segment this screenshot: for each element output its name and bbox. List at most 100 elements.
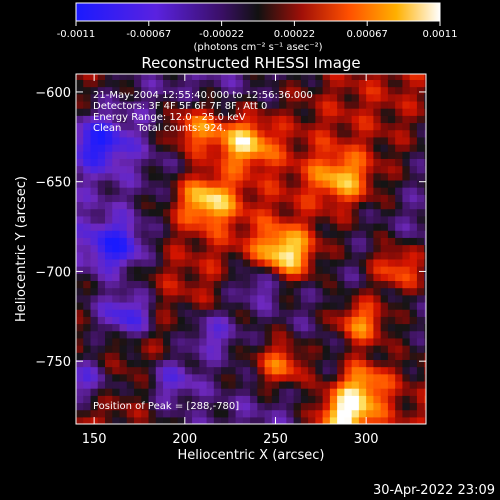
heatmap-cell (134, 151, 142, 159)
heatmap-cell (228, 345, 237, 353)
heatmap-cell (373, 201, 382, 210)
heatmap-cell (141, 158, 150, 167)
heatmap-cell (221, 230, 229, 238)
heatmap-cell (344, 93, 353, 102)
heatmap-cell (409, 380, 418, 389)
heatmap-cell (228, 165, 237, 174)
heatmap-cell (184, 251, 193, 260)
heatmap-cell (416, 158, 425, 167)
heatmap-cell (337, 258, 345, 267)
heatmap-cell (206, 251, 215, 260)
heatmap-cell (308, 287, 316, 296)
heatmap-cell (141, 323, 150, 332)
heatmap-cell (395, 172, 404, 181)
heatmap-cell (387, 187, 396, 195)
heatmap-cell (409, 93, 418, 102)
heatmap-cell (199, 144, 208, 152)
heatmap-cell (170, 266, 179, 274)
heatmap-cell (126, 201, 135, 210)
heatmap-cell (105, 144, 113, 152)
heatmap-cell (192, 416, 200, 424)
heatmap-cell (286, 100, 295, 109)
heatmap-cell (83, 201, 92, 210)
heatmap-cell (271, 323, 280, 332)
heatmap-cell (228, 337, 237, 346)
heatmap-cell (199, 316, 208, 325)
heatmap-cell (235, 230, 244, 238)
heatmap-cell (257, 273, 266, 282)
heatmap-cell (286, 258, 295, 267)
heatmap-cell (322, 122, 331, 131)
heatmap-cell (97, 100, 106, 109)
heatmap-cell (337, 352, 345, 360)
heatmap-cell (134, 122, 142, 131)
heatmap-cell (424, 179, 426, 188)
heatmap-cell (163, 409, 171, 418)
heatmap-cell (300, 187, 309, 195)
heatmap-cell (402, 187, 411, 195)
heatmap-cell (271, 222, 280, 231)
heatmap-cell (177, 215, 186, 224)
heatmap-cell (105, 187, 113, 195)
heatmap-cell (83, 165, 92, 174)
heatmap-cell (250, 129, 258, 138)
heatmap-cell (329, 129, 338, 138)
heatmap-cell (264, 416, 273, 424)
heatmap-cell (76, 258, 84, 267)
heatmap-cell (366, 79, 375, 88)
heatmap-cell (337, 373, 345, 382)
heatmap-cell (206, 215, 215, 224)
heatmap-cell (300, 79, 309, 88)
heatmap-cell (315, 402, 324, 411)
heatmap-cell (97, 359, 106, 368)
heatmap-cell (424, 151, 426, 159)
heatmap-cell (373, 158, 382, 167)
heatmap-cell (242, 337, 251, 346)
heatmap-cell (279, 395, 287, 404)
heatmap-cell (329, 122, 338, 131)
heatmap-cell (250, 345, 258, 353)
heatmap-cell (250, 172, 258, 181)
heatmap-cell (416, 388, 425, 396)
heatmap-cell (228, 330, 237, 339)
heatmap-cell (119, 179, 128, 188)
heatmap-cell (315, 93, 324, 102)
heatmap-cell (148, 172, 157, 181)
heatmap-cell (228, 380, 237, 389)
heatmap-cell (119, 187, 128, 195)
heatmap-cell (134, 93, 142, 102)
heatmap-cell (337, 330, 345, 339)
heatmap-cell (170, 86, 179, 95)
heatmap-cell (416, 237, 425, 246)
heatmap-cell (199, 258, 208, 267)
heatmap-cell (184, 201, 193, 210)
heatmap-cell (300, 244, 309, 253)
heatmap-cell (308, 172, 316, 181)
heatmap-cell (337, 208, 345, 217)
heatmap-cell (351, 337, 360, 346)
heatmap-cell (329, 172, 338, 181)
heatmap-cell (177, 251, 186, 260)
heatmap-cell (271, 187, 280, 195)
heatmap-cell (271, 330, 280, 339)
heatmap-cell (170, 136, 179, 145)
heatmap-cell (228, 301, 237, 310)
heatmap-cell (373, 316, 382, 325)
heatmap-cell (184, 215, 193, 224)
heatmap-cell (395, 330, 404, 339)
heatmap-cell (206, 309, 215, 317)
heatmap-cell (344, 244, 353, 253)
heatmap-cell (134, 330, 142, 339)
heatmap-cell (242, 79, 251, 88)
heatmap-cell (242, 402, 251, 411)
heatmap-cell (83, 172, 92, 181)
heatmap-cell (271, 359, 280, 368)
y-axis: −600−650−700−750 (35, 86, 426, 370)
heatmap-cell (271, 294, 280, 303)
heatmap-cell (155, 366, 164, 375)
heatmap-cell (119, 373, 128, 382)
heatmap-cell (213, 345, 222, 353)
heatmap-cell (242, 230, 251, 238)
heatmap-cell (90, 158, 99, 167)
heatmap-cell (163, 179, 171, 188)
